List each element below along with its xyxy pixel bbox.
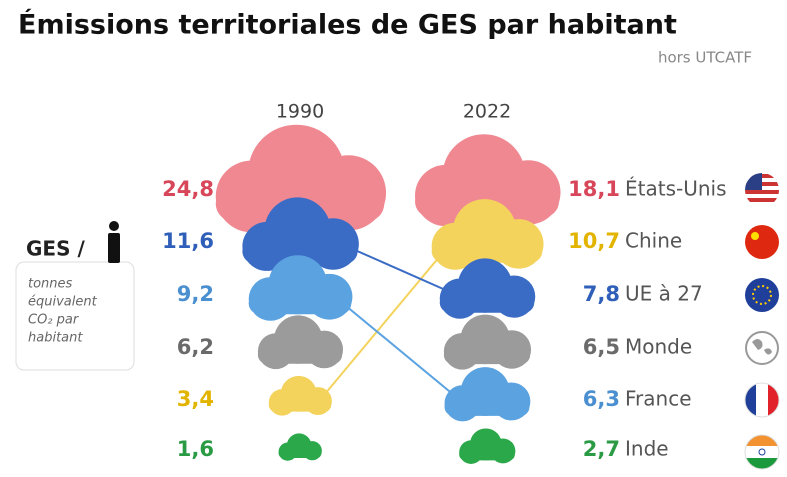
value-label: 18,1 [568, 177, 620, 201]
cloud [215, 124, 387, 233]
cloud-part [439, 292, 535, 313]
cloud-part [257, 345, 343, 364]
flag-us [745, 173, 779, 207]
value-label: 7,8 [583, 282, 620, 306]
legend-label: Monde [625, 335, 692, 359]
legend-label: Inde [625, 437, 669, 461]
cloud [444, 367, 531, 422]
flag-china [745, 225, 779, 259]
connector [332, 294, 461, 401]
chart-title: Émissions territoriales de GES par habit… [18, 9, 677, 41]
cloud [415, 134, 561, 227]
flags [744, 173, 780, 470]
legend-text: habitant [28, 331, 83, 346]
value-label: 3,4 [177, 387, 214, 411]
person-icon [108, 221, 120, 263]
legend-label: France [625, 387, 692, 411]
column-label: 2022 [463, 101, 511, 123]
flag-india [744, 434, 780, 470]
cloud [248, 255, 353, 321]
value-label: 1,6 [177, 437, 214, 461]
value-label: 6,5 [583, 335, 620, 359]
cloud-part [444, 397, 530, 416]
cloud-part [459, 448, 515, 461]
legend-text: CO₂ par [28, 313, 80, 328]
legend-text: tonnes [28, 277, 73, 292]
flag-eu [745, 278, 779, 312]
cloud-part [242, 239, 358, 264]
connector [319, 241, 453, 401]
cloud [242, 197, 359, 271]
cloud [257, 315, 344, 370]
legend-text: équivalent [28, 295, 98, 310]
cloud-part [278, 448, 322, 459]
cloud-part [431, 239, 543, 263]
column-label: 1990 [276, 101, 324, 123]
flag-world [745, 331, 779, 365]
legend-title: GES / [26, 237, 85, 261]
value-label: 24,8 [162, 177, 214, 201]
value-label: 6,2 [177, 335, 214, 359]
cloud-part [248, 292, 352, 315]
cloud [439, 258, 536, 319]
value-label: 6,3 [583, 387, 620, 411]
legend: GES / tonnes équivalent CO₂ par habitant [15, 221, 135, 371]
cloud [431, 199, 544, 270]
cloud-part [443, 345, 531, 365]
cloud [278, 433, 322, 461]
cloud [443, 314, 532, 370]
legend-box [15, 261, 135, 371]
value-label: 9,2 [177, 282, 214, 306]
value-label: 11,6 [162, 229, 214, 253]
legend-label: UE à 27 [625, 282, 703, 306]
cloud-part [268, 398, 332, 412]
chart-subtitle: hors UTCATF [658, 49, 752, 67]
value-label: 10,7 [568, 229, 620, 253]
cloud [268, 375, 332, 416]
flag-france [744, 382, 780, 418]
legend-label: Chine [625, 229, 682, 253]
value-label: 2,7 [583, 437, 620, 461]
cloud [459, 428, 516, 464]
legend-label: États-Unis [625, 177, 727, 201]
